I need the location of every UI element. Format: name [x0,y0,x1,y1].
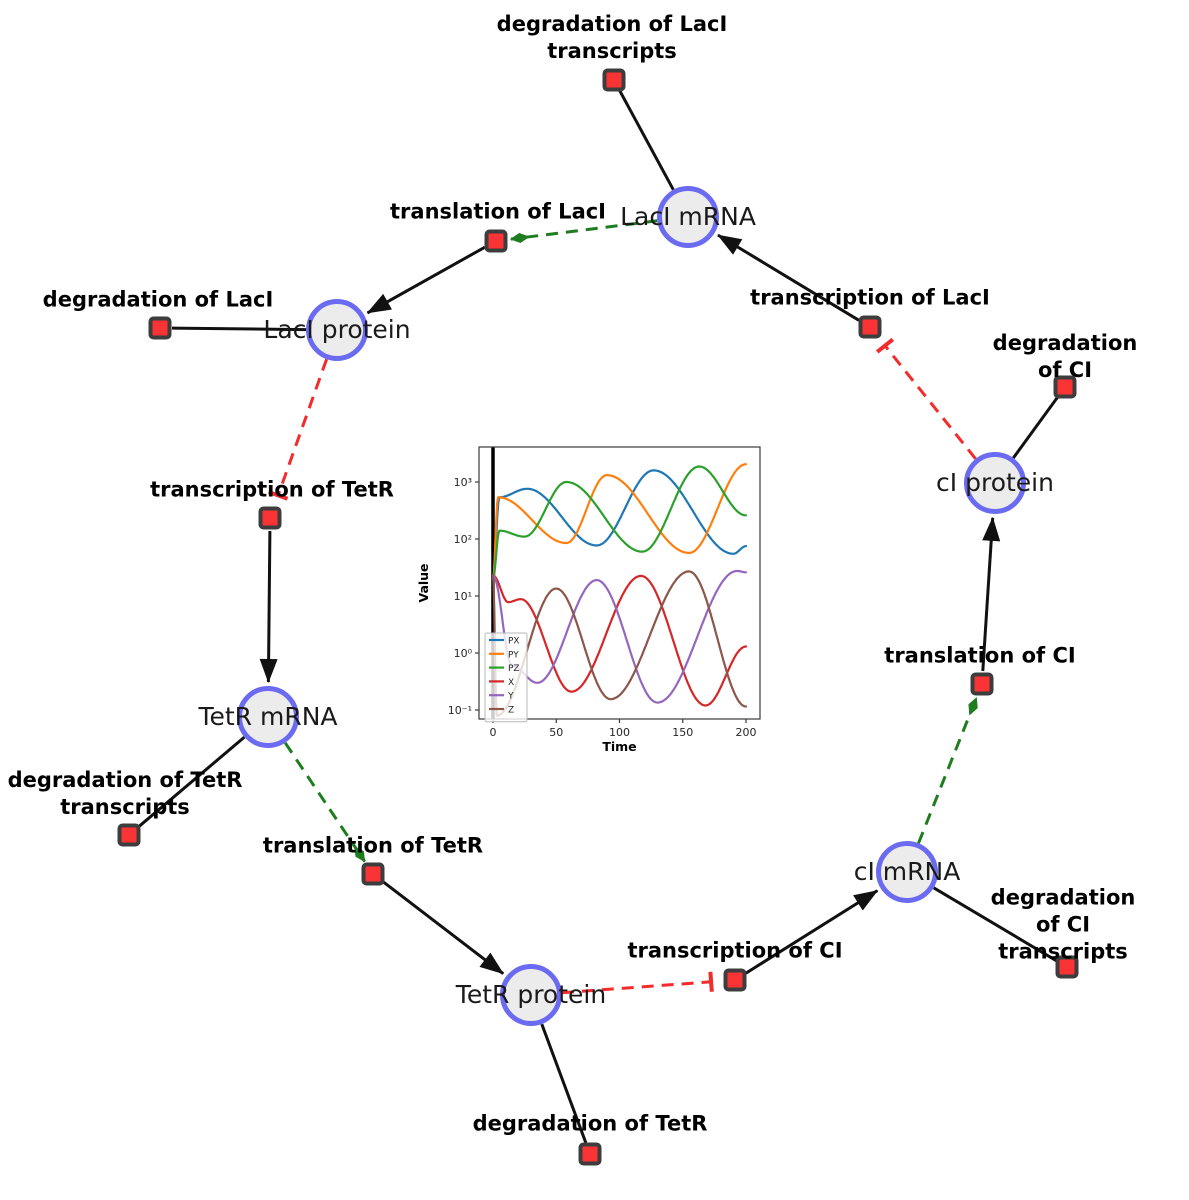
y-tick-label: 10⁰ [454,647,473,660]
x-tick-label: 150 [672,726,693,739]
edge-modifier-laci-mrna-transl-laci [509,219,658,243]
edge-consumption-ci-mrna-deg-ci-tx [932,886,1058,963]
edge-production-txn-laci-laci-mrna [717,233,860,322]
legend: PX PY PZ XYZ [484,632,528,723]
series-line-pz [491,465,748,580]
x-tick-label: 0 [490,726,497,739]
x-tick-label: 100 [609,726,630,739]
legend-label-py: PY [508,650,519,660]
edge-production-transl-laci-laci-protein [366,245,486,315]
edge-consumption-tetr-protein-deg-tetr [540,1023,588,1144]
edge-modifier-ci-mrna-transl-ci [917,696,978,844]
edge-production-transl-ci-ci-protein [981,516,1001,672]
y-axis-label: Value [416,563,431,602]
y-tick-label: 10¹ [454,590,472,603]
edge-production-transl-tetr-tetr-protein [382,880,505,975]
edge-consumption-tetr-mrna-deg-tetr-tx [137,735,246,829]
legend-label-pz: PZ [508,664,520,674]
x-tick-label: 200 [736,726,757,739]
edge-production-txn-ci-ci-mrna [745,889,879,975]
series-line-z [491,570,748,717]
edge-production-txn-tetr-tetr-mrna [259,530,278,683]
y-tick-label: 10² [454,533,472,546]
legend-label-px: PX [508,637,520,647]
edge-consumption-ci-protein-deg-ci [1012,395,1060,459]
x-tick-label: 50 [549,726,563,739]
edge-inhibition-ci-protein-txn-laci [875,337,977,460]
inset-time-series-chart: 0 50 100 150 200 10⁻¹ 10⁰ 10¹ 10² 10³ Time Value PX P… [408,434,774,766]
series-line-y [491,569,748,704]
series-line-x [491,574,748,707]
series-line-px [491,469,748,580]
edge-consumption-laci-mrna-deg-laci-tx [618,89,675,191]
y-tick-label: 10³ [454,476,472,489]
plot-area [491,447,748,719]
x-axis-label: Time [602,739,636,754]
time-series-plot: 0 50 100 150 20010⁻¹10⁰10¹10²10³TimeValuePXP… [416,446,761,754]
legend-label-x: X [508,678,514,688]
edge-inhibition-laci-protein-txn-tetr [268,358,329,501]
legend-label-y: Y [507,692,514,702]
y-tick-label: 10⁻¹ [448,704,472,717]
legend-box [484,632,528,723]
edge-modifier-tetr-mrna-transl-tetr [283,741,366,863]
edge-consumption-laci-protein-deg-laci [171,326,307,332]
edge-inhibition-tetr-protein-txn-ci [561,971,714,995]
legend-label-z: Z [508,706,514,716]
series-line-py [491,463,748,580]
